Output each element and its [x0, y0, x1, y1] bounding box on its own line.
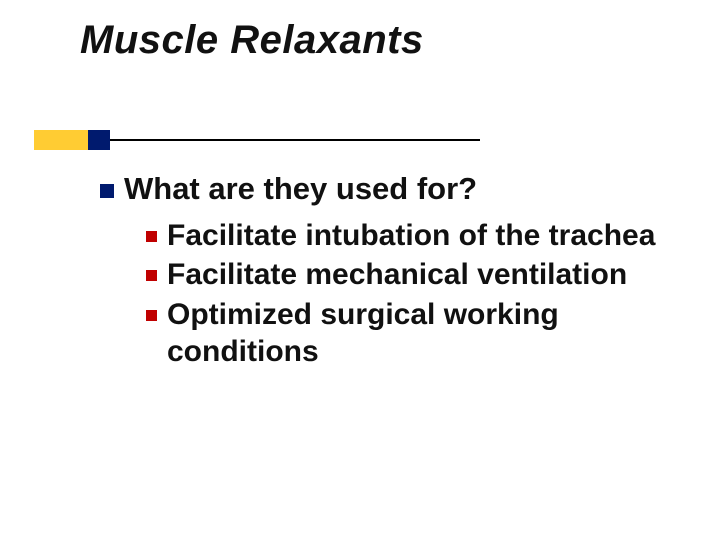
- list-item-text: Facilitate mechanical ventilation: [167, 256, 627, 294]
- level1-heading: What are they used for?: [124, 170, 477, 209]
- list-item-text: Facilitate intubation of the trachea: [167, 217, 655, 255]
- slide-body: What are they used for? Facilitate intub…: [100, 170, 680, 373]
- slide: { "title": { "text": "Muscle Relaxants",…: [0, 0, 720, 540]
- square-bullet-icon: [100, 184, 114, 198]
- bullet-level1: What are they used for?: [100, 170, 680, 209]
- list-item: Optimized surgical working conditions: [146, 296, 680, 371]
- level2-list: Facilitate intubation of the trachea Fac…: [146, 217, 680, 371]
- square-bullet-icon: [146, 270, 157, 281]
- accent-navy-block: [88, 130, 110, 150]
- list-item: Facilitate intubation of the trachea: [146, 217, 680, 255]
- square-bullet-icon: [146, 310, 157, 321]
- list-item: Facilitate mechanical ventilation: [146, 256, 680, 294]
- title-underline: [110, 139, 480, 141]
- list-item-text: Optimized surgical working conditions: [167, 296, 680, 371]
- square-bullet-icon: [146, 231, 157, 242]
- accent-yellow-block: [34, 130, 88, 150]
- slide-title: Muscle Relaxants: [80, 18, 424, 63]
